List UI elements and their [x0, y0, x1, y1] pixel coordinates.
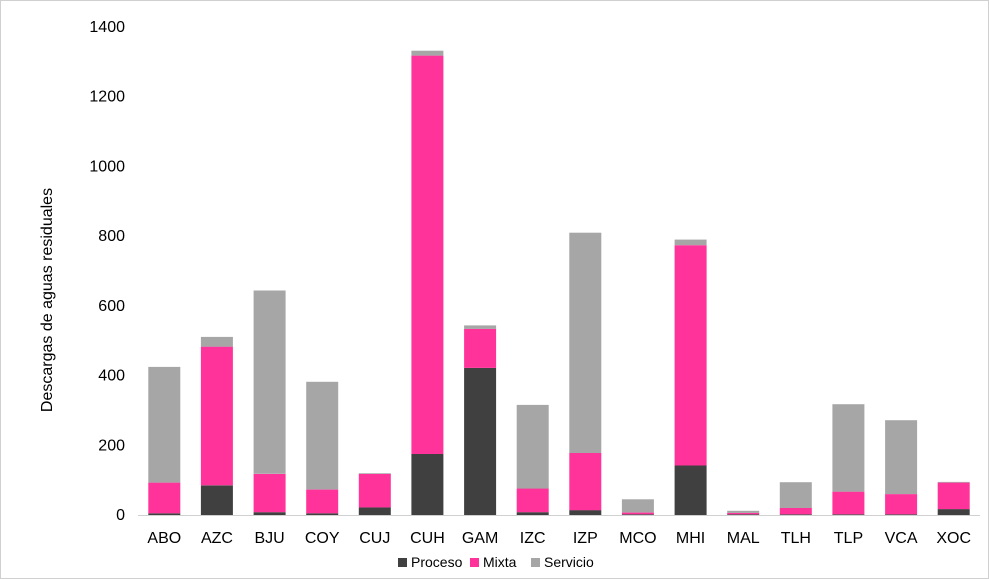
bar-mixta-xoc — [937, 482, 970, 510]
x-tick-label: IZC — [520, 530, 546, 547]
y-tick-label: 800 — [98, 228, 125, 245]
bar-mixta-izc — [516, 488, 549, 513]
x-tick-label: GAM — [462, 530, 498, 547]
bar-servicio-izp — [569, 232, 602, 453]
bar-servicio-bju — [253, 290, 286, 474]
y-tick-label: 400 — [98, 368, 125, 385]
bar-servicio-cuh — [411, 50, 444, 56]
bar-servicio-gam — [464, 325, 497, 329]
x-axis: ABO AZC BJU COY CUJ CUH GAM IZC IZP MCO MHI MAL TLH T… — [138, 515, 980, 547]
bar-proceso-bju — [253, 512, 286, 515]
bar-servicio-cuj — [358, 473, 391, 474]
bar-mixta-coy — [306, 489, 339, 514]
legend-item-proceso[interactable]: Proceso — [398, 554, 463, 570]
bar-servicio-izc — [516, 404, 549, 489]
x-tick-label: MCO — [619, 530, 656, 547]
bar-mixta-bju — [253, 473, 286, 513]
y-tick-label: 600 — [98, 298, 125, 315]
bar-servicio-mal — [727, 510, 760, 513]
bar-servicio-coy — [306, 381, 339, 490]
y-tick-label: 1400 — [89, 19, 125, 36]
bar-proceso-cuh — [411, 454, 444, 515]
bar-mixta-mco — [621, 512, 654, 515]
bar-proceso-mal — [727, 514, 760, 515]
x-tick-label: TLP — [834, 530, 863, 547]
bar-mixta-mhi — [674, 245, 707, 466]
bar-proceso-azc — [200, 485, 233, 515]
x-tick-label: CUJ — [359, 530, 390, 547]
bar-mixta-tlp — [832, 491, 865, 515]
bar-mixta-mal — [727, 512, 760, 515]
y-axis-label: Descargas de aguas residuales — [39, 188, 56, 412]
legend[interactable]: Proceso Mixta Servicio — [398, 554, 594, 570]
x-tick-label: CUH — [410, 530, 445, 547]
bar-mixta-azc — [200, 346, 233, 486]
y-tick-label: 200 — [98, 437, 125, 454]
bar-mixta-cuj — [358, 473, 391, 508]
x-tick-label: MAL — [727, 530, 760, 547]
bar-proceso-coy — [306, 513, 339, 515]
x-tick-label: VCA — [885, 530, 918, 547]
legend-swatch — [398, 558, 407, 567]
bar-servicio-azc — [200, 336, 233, 347]
y-tick-label: 1000 — [89, 158, 125, 175]
bar-servicio-vca — [885, 420, 918, 495]
bar-proceso-mhi — [674, 465, 707, 515]
bar-servicio-mco — [621, 499, 654, 513]
x-tick-label: TLH — [781, 530, 811, 547]
bars — [148, 50, 970, 515]
x-tick-label: IZP — [573, 530, 598, 547]
legend-item-mixta[interactable]: Mixta — [470, 554, 517, 570]
bar-proceso-vca — [885, 514, 918, 515]
bar-proceso-tlp — [832, 514, 865, 515]
bar-mixta-tlh — [779, 508, 812, 515]
bar-mixta-abo — [148, 482, 181, 514]
x-tick-label: XOC — [936, 530, 971, 547]
legend-label: Proceso — [411, 554, 463, 570]
bar-proceso-cuj — [358, 507, 391, 515]
legend-swatch — [531, 558, 540, 567]
legend-label: Mixta — [483, 554, 517, 570]
x-tick-label: BJU — [254, 530, 284, 547]
bar-servicio-tlp — [832, 404, 865, 492]
bar-servicio-tlh — [779, 482, 812, 508]
bar-servicio-mhi — [674, 239, 707, 246]
x-tick-label: AZC — [201, 530, 233, 547]
bar-proceso-xoc — [937, 509, 970, 515]
x-tick-label: MHI — [676, 530, 705, 547]
x-tick-label: ABO — [147, 530, 181, 547]
x-tick-label: COY — [305, 530, 340, 547]
y-tick-label: 0 — [116, 507, 125, 524]
bar-proceso-gam — [464, 367, 497, 515]
bar-proceso-tlh — [779, 514, 812, 515]
bar-mixta-izp — [569, 453, 602, 511]
bar-servicio-xoc — [937, 481, 970, 483]
legend-item-servicio[interactable]: Servicio — [531, 554, 594, 570]
bar-mixta-gam — [464, 328, 497, 368]
bar-proceso-izp — [569, 510, 602, 515]
bar-proceso-mco — [621, 514, 654, 515]
bar-servicio-abo — [148, 366, 181, 483]
y-axis: 0 200 400 600 800 1000 1200 1400 — [89, 19, 125, 524]
bar-proceso-abo — [148, 513, 181, 515]
legend-label: Servicio — [544, 554, 594, 570]
bar-proceso-izc — [516, 512, 549, 515]
bar-mixta-vca — [885, 494, 918, 515]
bar-mixta-cuh — [411, 55, 444, 454]
y-tick-label: 1200 — [89, 89, 125, 106]
legend-swatch — [470, 558, 479, 567]
